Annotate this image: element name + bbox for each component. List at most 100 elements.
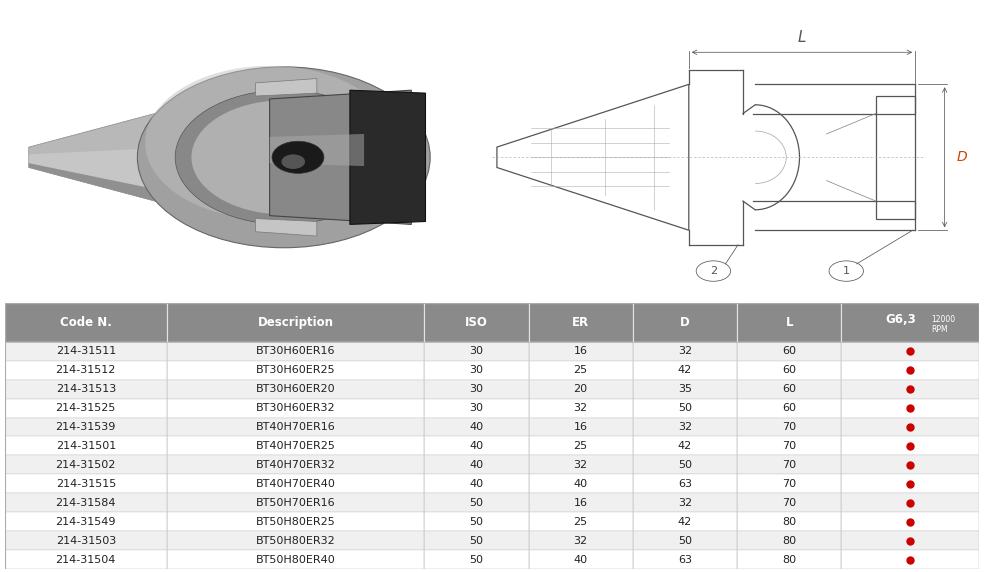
Text: L: L	[798, 30, 806, 45]
Bar	[633, 474, 737, 493]
Text: Description: Description	[258, 316, 334, 329]
Bar	[737, 361, 841, 380]
Bar	[424, 361, 528, 380]
Bar	[166, 531, 424, 550]
Bar	[166, 513, 424, 531]
Bar	[166, 380, 424, 399]
Bar	[528, 550, 633, 569]
Text: 30: 30	[469, 384, 483, 394]
Bar	[528, 341, 633, 361]
Text: 60: 60	[782, 403, 796, 413]
Text: 25: 25	[574, 517, 587, 527]
Text: 32: 32	[678, 422, 692, 432]
Text: 70: 70	[782, 460, 796, 470]
Polygon shape	[29, 163, 270, 232]
Bar	[633, 399, 737, 418]
Bar	[5, 361, 166, 380]
Bar	[166, 418, 424, 436]
Polygon shape	[350, 90, 425, 224]
Polygon shape	[29, 143, 270, 210]
Bar	[633, 303, 737, 341]
Bar	[841, 455, 979, 474]
Text: 80: 80	[782, 555, 796, 565]
Text: 50: 50	[678, 403, 692, 413]
Text: 12000: 12000	[932, 315, 955, 324]
Bar	[5, 341, 166, 361]
Text: 214-31511: 214-31511	[56, 346, 116, 356]
Bar	[633, 380, 737, 399]
Text: BT50H80ER25: BT50H80ER25	[256, 517, 336, 527]
Text: 40: 40	[574, 555, 587, 565]
Bar	[166, 361, 424, 380]
Circle shape	[281, 154, 305, 169]
Text: 63: 63	[678, 555, 692, 565]
Text: 63: 63	[678, 479, 692, 489]
Text: 40: 40	[574, 479, 587, 489]
Bar	[5, 380, 166, 399]
Text: 25: 25	[574, 365, 587, 375]
Bar	[5, 531, 166, 550]
Bar	[841, 513, 979, 531]
Bar	[528, 436, 633, 455]
Bar	[737, 418, 841, 436]
Text: 30: 30	[469, 403, 483, 413]
Bar	[633, 436, 737, 455]
Text: 30: 30	[469, 346, 483, 356]
Text: 20: 20	[574, 384, 587, 394]
Bar	[841, 303, 979, 341]
Text: BT30H60ER16: BT30H60ER16	[256, 346, 336, 356]
Text: 70: 70	[782, 498, 796, 508]
Circle shape	[175, 90, 393, 224]
Bar	[424, 531, 528, 550]
Text: 16: 16	[574, 422, 587, 432]
Text: 214-31513: 214-31513	[56, 384, 116, 394]
Bar	[737, 474, 841, 493]
Bar	[5, 513, 166, 531]
Text: 80: 80	[782, 517, 796, 527]
Circle shape	[272, 141, 324, 173]
Text: 30: 30	[469, 365, 483, 375]
Bar	[876, 96, 915, 113]
Text: L: L	[785, 316, 793, 329]
Bar	[424, 303, 528, 341]
Bar	[528, 493, 633, 513]
Text: 1: 1	[842, 266, 850, 276]
Bar	[424, 380, 528, 399]
Text: 50: 50	[469, 517, 483, 527]
Text: 214-31512: 214-31512	[56, 365, 116, 375]
Bar	[166, 474, 424, 493]
Text: 16: 16	[574, 346, 587, 356]
Text: 40: 40	[469, 422, 483, 432]
Bar	[737, 493, 841, 513]
Bar	[841, 474, 979, 493]
Bar	[166, 455, 424, 474]
Bar	[424, 493, 528, 513]
Bar	[633, 550, 737, 569]
Bar	[841, 550, 979, 569]
Text: 60: 60	[782, 384, 796, 394]
Bar	[528, 380, 633, 399]
Text: 42: 42	[678, 441, 692, 451]
Polygon shape	[270, 134, 364, 166]
Bar	[737, 550, 841, 569]
Text: BT30H60ER32: BT30H60ER32	[256, 403, 336, 413]
Text: 60: 60	[782, 365, 796, 375]
Text: 32: 32	[678, 498, 692, 508]
Text: 80: 80	[782, 536, 796, 546]
Bar	[528, 455, 633, 474]
Bar	[166, 341, 424, 361]
Text: BT40H70ER32: BT40H70ER32	[256, 460, 336, 470]
Bar	[424, 436, 528, 455]
Text: BT40H70ER16: BT40H70ER16	[256, 422, 336, 432]
Bar	[424, 455, 528, 474]
Text: 32: 32	[678, 346, 692, 356]
Bar	[737, 341, 841, 361]
Text: 70: 70	[782, 479, 796, 489]
Text: BT50H80ER32: BT50H80ER32	[256, 536, 336, 546]
Text: 32: 32	[574, 536, 587, 546]
Bar	[424, 341, 528, 361]
Bar	[424, 399, 528, 418]
Bar	[5, 474, 166, 493]
Bar	[424, 513, 528, 531]
Bar	[633, 361, 737, 380]
